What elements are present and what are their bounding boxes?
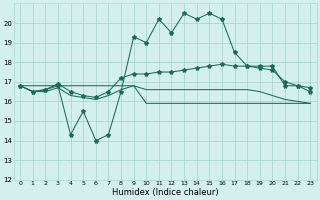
X-axis label: Humidex (Indice chaleur): Humidex (Indice chaleur) [112, 188, 219, 197]
